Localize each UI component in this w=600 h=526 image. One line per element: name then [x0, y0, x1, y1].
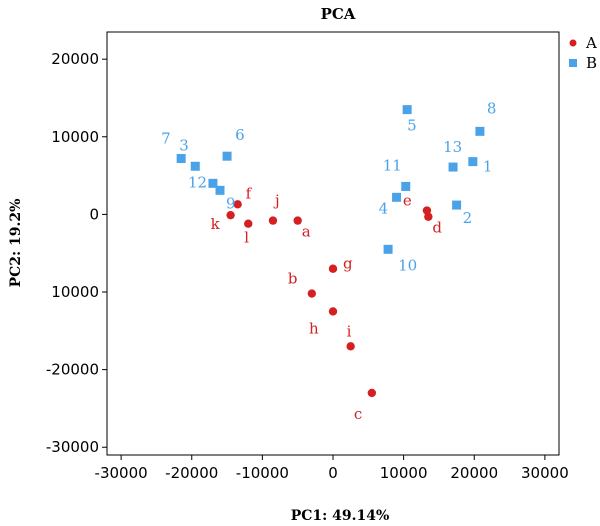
point-label: b [288, 270, 298, 288]
legend-marker-b [569, 59, 577, 67]
point-label: 4 [379, 199, 389, 217]
point-label: 12 [188, 173, 207, 191]
point-label: l [244, 229, 249, 247]
data-point-b-3 [190, 161, 200, 171]
data-point-b-4 [392, 192, 402, 202]
point-label: 11 [383, 156, 402, 174]
data-point-b-8 [475, 126, 485, 136]
data-point-b-12 [208, 178, 218, 188]
point-label: f [246, 184, 253, 202]
point-label: h [309, 319, 319, 337]
point-label: 2 [463, 209, 473, 227]
point-label: e [403, 192, 412, 210]
legend: AB [569, 34, 597, 72]
data-point-b-7 [176, 154, 186, 164]
y-tick-label: 10000 [51, 283, 99, 301]
point-label: c [354, 405, 362, 423]
data-point-b-2 [452, 200, 462, 210]
data-point-a-c [367, 388, 377, 398]
data-point-a-a [293, 216, 302, 225]
point-label: i [347, 322, 352, 340]
data-point-a-i [346, 342, 355, 351]
data-point-a-l [244, 219, 253, 228]
data-point-a-b [307, 289, 317, 298]
legend-label-a: A [585, 34, 597, 52]
data-point-a-h [328, 307, 338, 316]
chart-title: PCA [321, 5, 356, 23]
data-point-a-k [226, 210, 235, 220]
data-point-b-11 [401, 181, 411, 191]
tick-labels: -30000 -20000 -10000 0 10000 20000 30000 20000 1… [46, 50, 569, 482]
x-tick-label: -10000 [236, 464, 289, 482]
point-label: g [343, 255, 353, 273]
point-label: 5 [407, 117, 417, 135]
x-tick-label: 10000 [380, 464, 428, 482]
point-label: a [302, 223, 311, 241]
x-axis-title: PC1: 49.14% [291, 508, 390, 524]
point-label: 7 [161, 130, 171, 148]
x-tick-label: -20000 [165, 464, 218, 482]
data-point-a-g [328, 264, 338, 273]
data-point-a-e [422, 206, 432, 215]
point-label: 13 [443, 138, 462, 156]
legend-label-b: B [586, 54, 597, 72]
x-tick-label: 0 [328, 464, 338, 482]
plot-area-frame [106, 31, 560, 456]
data-point-b-6 [222, 151, 232, 161]
data-point-b-5 [402, 105, 412, 115]
x-tick-label: 20000 [450, 464, 498, 482]
y-tick-label: 0 [89, 205, 99, 223]
y-tick-label: -30000 [46, 438, 99, 456]
y-axis-title: PC2: 19.2% [8, 199, 24, 288]
data-point-b-1 [468, 157, 478, 167]
axis-ticks [102, 58, 546, 460]
y-tick-label: 10000 [51, 128, 99, 146]
data-points [176, 105, 485, 398]
x-tick-label: -30000 [95, 464, 148, 482]
point-label: 6 [235, 126, 245, 144]
data-point-b-13 [448, 162, 458, 172]
data-point-b-9 [215, 185, 225, 195]
x-tick-label: 30000 [521, 464, 569, 482]
point-label: 10 [398, 256, 417, 274]
point-label: 3 [179, 136, 189, 154]
y-tick-label: 20000 [51, 50, 99, 68]
data-point-b-10 [383, 244, 393, 254]
point-label: k [211, 215, 221, 233]
data-point-a-f [233, 200, 242, 209]
point-label: 1 [483, 158, 493, 176]
y-tick-label: -20000 [46, 361, 99, 379]
point-label: 8 [487, 99, 497, 117]
point-label: j [273, 192, 280, 210]
point-label: 9 [226, 194, 236, 212]
point-label: d [432, 219, 442, 237]
data-point-a-j [268, 216, 278, 225]
legend-marker-a [569, 39, 577, 47]
